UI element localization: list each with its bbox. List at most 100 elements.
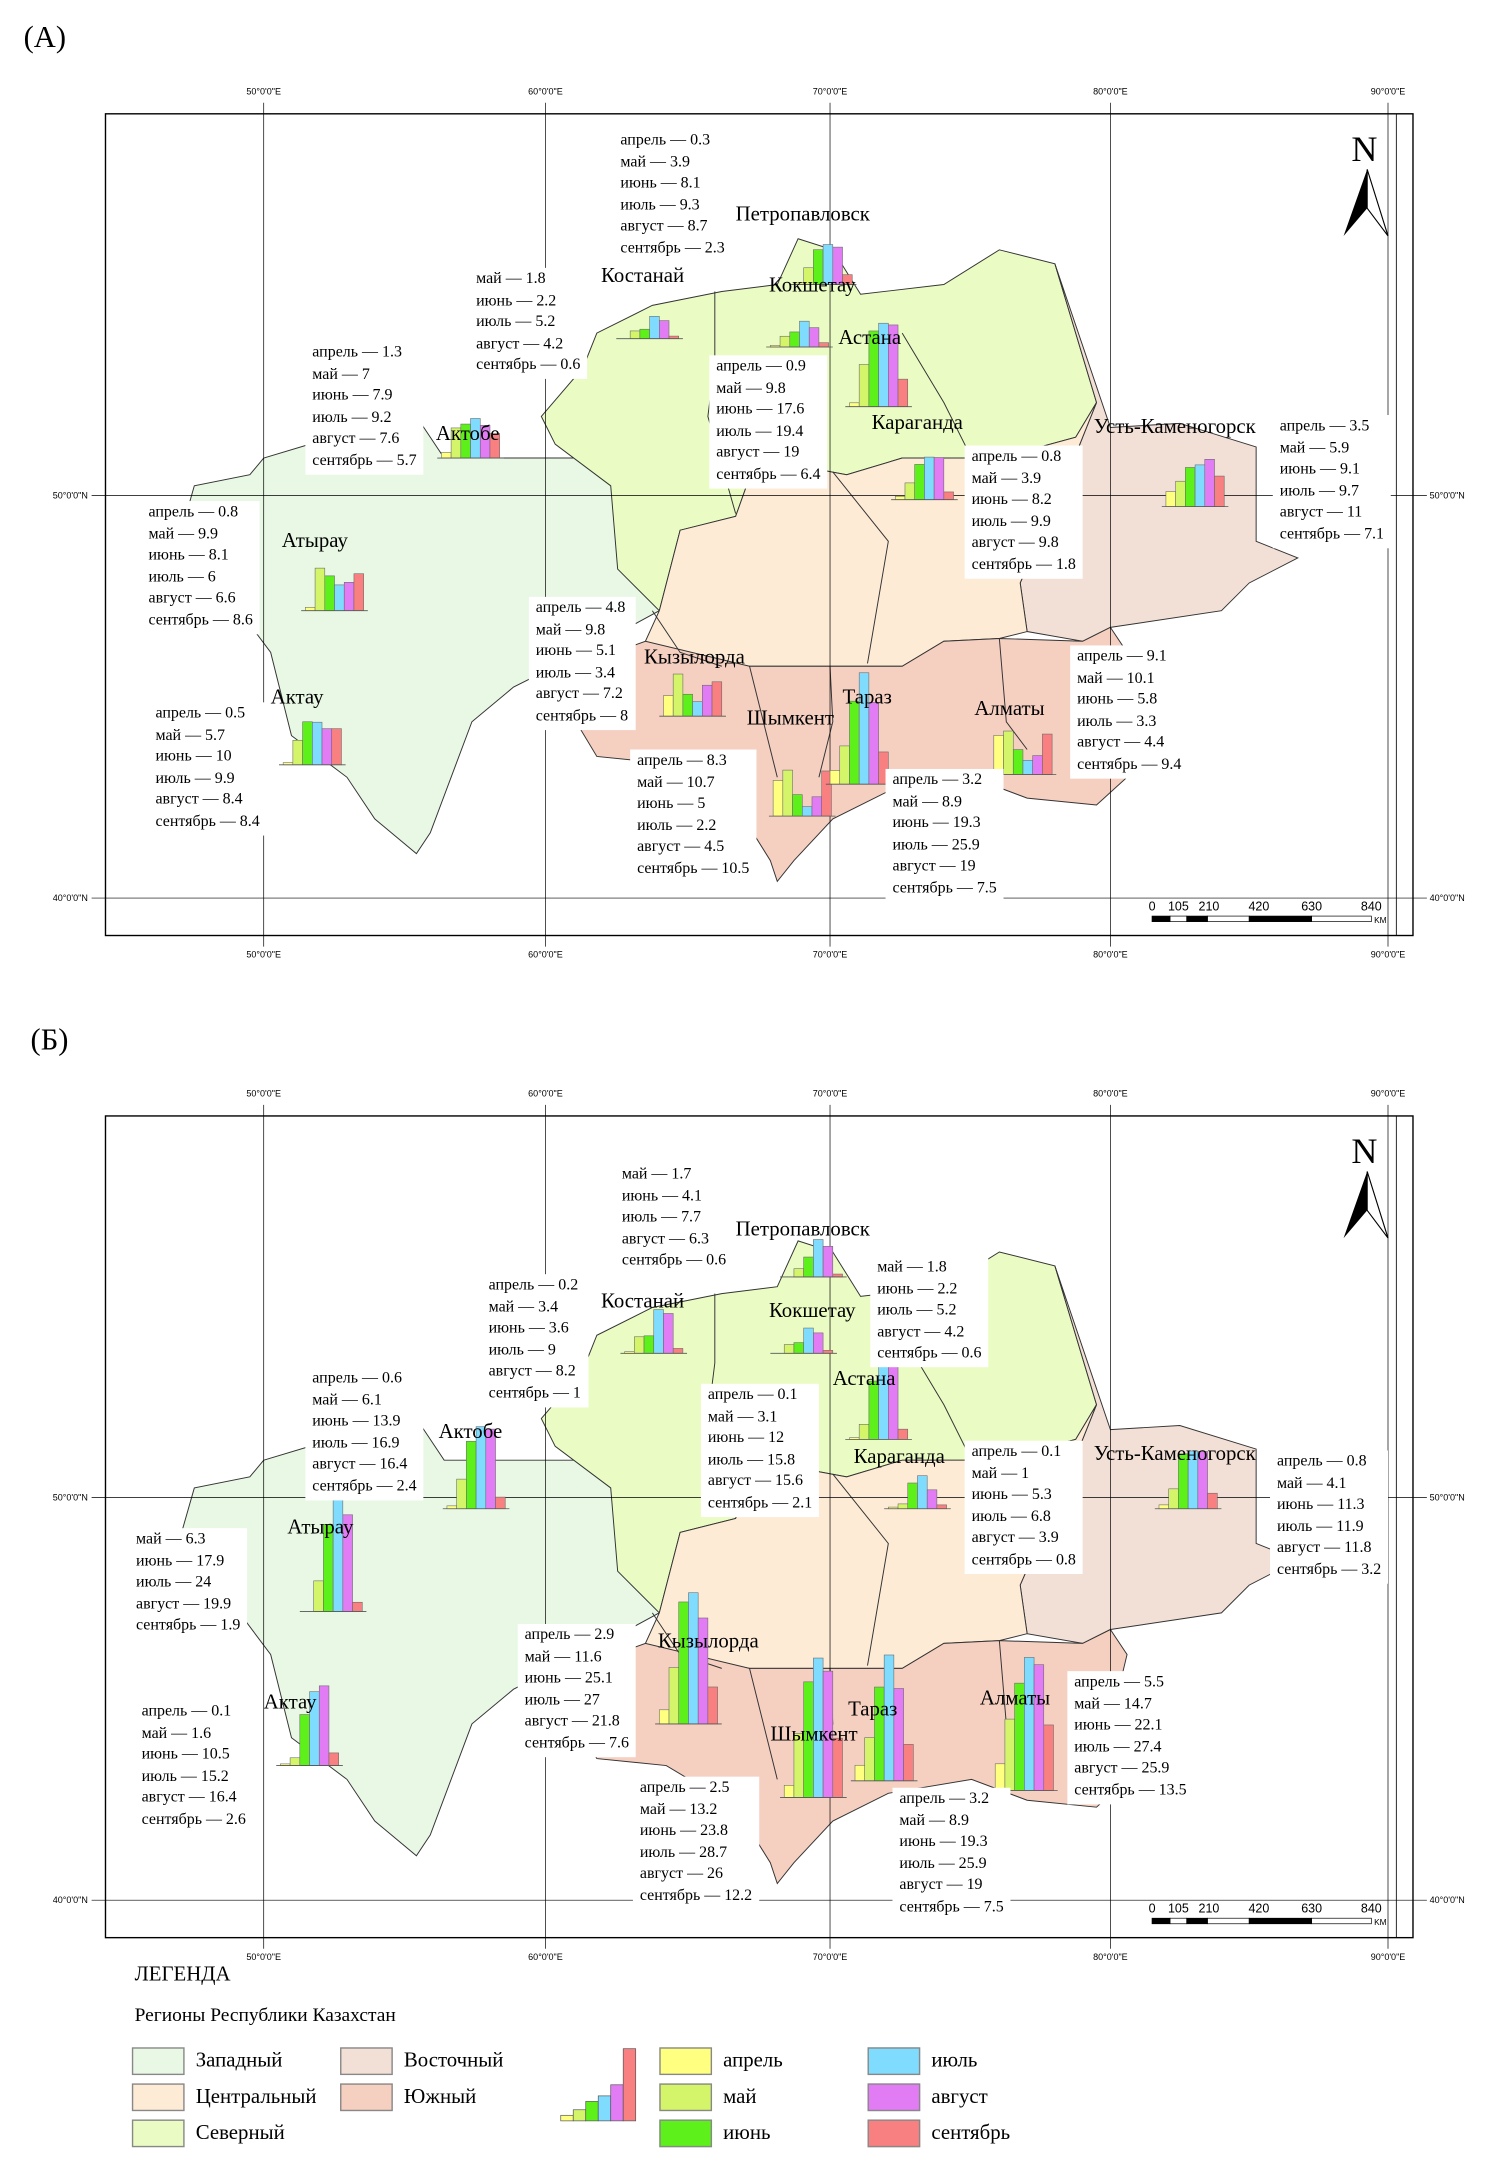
- chart-bar-апрель: [854, 1764, 866, 1782]
- value-line: июнь — 9.1: [1279, 461, 1360, 478]
- chart-bar-август: [811, 796, 822, 817]
- value-line: август — 8.2: [488, 1363, 576, 1381]
- lat-label: 50°0'0"N: [53, 490, 88, 500]
- value-line: август — 19: [892, 858, 976, 875]
- chart-bar-апрель: [663, 695, 674, 717]
- chart-bar-май: [289, 1757, 301, 1766]
- value-line: май — 14.7: [1074, 1695, 1152, 1713]
- value-line: июль — 25.9: [892, 836, 980, 854]
- chart-bar-сентябрь: [353, 573, 364, 611]
- city-name: Астана: [838, 327, 902, 350]
- chart-bar-апрель: [659, 1709, 670, 1725]
- scale-bar-label: 105: [1168, 1902, 1189, 1916]
- legend-label: Южный: [403, 2085, 477, 2108]
- lon-label: 80°0'0"E: [1093, 950, 1128, 960]
- value-line: май — 7: [312, 365, 370, 383]
- legend-month-5: сентябрь: [867, 2119, 1010, 2148]
- legend-swatch: [131, 2119, 185, 2148]
- chart-bar-май: [313, 1580, 324, 1612]
- chart-bar-август: [1204, 459, 1215, 507]
- value-line: июль — 9.3: [620, 196, 700, 214]
- values-box: апрель — 0.3 май — 3.9 июнь — 8.1 июль — 9.…: [613, 129, 732, 262]
- chart-bar-сентябрь: [711, 681, 723, 717]
- value-line: июнь — 10: [155, 748, 232, 766]
- value-line: июль — 28.7: [639, 1844, 728, 1862]
- values-box: апрель — 0.1 май — 1.6 июнь — 10.5 июль — 1…: [134, 1700, 253, 1833]
- city-name: Костанай: [601, 265, 685, 288]
- chart-bar-май: [782, 769, 793, 817]
- lon-label: 60°0'0"E: [528, 1952, 563, 1962]
- value-line: сентябрь — 9.4: [1077, 756, 1182, 774]
- chart-bar-сентябрь: [897, 378, 909, 407]
- value-line: август — 19.9: [136, 1595, 232, 1613]
- lon-label: 90°0'0"E: [1371, 1089, 1406, 1099]
- legend-label: июнь: [723, 2121, 771, 2144]
- value-line: май — 1.8: [877, 1258, 947, 1276]
- values-box: май — 1.8 июнь — 2.2 июль — 5.2 август — 4.…: [469, 267, 588, 379]
- legend-sample-bar: [560, 2114, 574, 2122]
- legend-label: Западный: [195, 2049, 283, 2072]
- value-line: август — 8.4: [155, 791, 243, 809]
- scale-bar-segment: [1207, 1917, 1250, 1925]
- value-line: май — 1.8: [476, 270, 546, 288]
- values-box: апрель — 0.2 май — 3.4 июнь — 3.6 июль — 9 а…: [481, 1274, 588, 1407]
- lat-label: 50°0'0"N: [53, 1492, 88, 1502]
- value-line: апрель — 2.9: [524, 1626, 615, 1644]
- chart-bar-июнь: [789, 331, 800, 348]
- chart-bar-июнь: [299, 1714, 310, 1766]
- city-name: Костанай: [601, 1290, 685, 1314]
- value-line: июль — 15.2: [141, 1768, 229, 1785]
- legend-sample-bar: [597, 2095, 612, 2122]
- legend-label: Северный: [195, 2121, 285, 2144]
- chart-bar-июль: [803, 1327, 814, 1354]
- value-line: сентябрь — 0.6: [476, 357, 581, 374]
- value-line: сентябрь — 2.3: [620, 240, 725, 257]
- region-boundary: [749, 1668, 778, 1780]
- value-line: июнь — 10.5: [141, 1746, 230, 1764]
- value-line: июнь — 13.9: [312, 1413, 401, 1430]
- city-name: Тараз: [848, 1698, 898, 1722]
- value-line: май — 5.9: [1279, 439, 1350, 457]
- city-name: Караганда: [871, 412, 963, 435]
- value-line: май — 9.8: [535, 621, 606, 638]
- values-box: апрель — 8.3 май — 10.7 июнь — 5 июль — 2.2…: [630, 749, 757, 883]
- scale-bar-label: 105: [1168, 900, 1189, 914]
- chart-bar-май: [672, 673, 684, 717]
- value-line: июль — 9.7: [1279, 482, 1359, 500]
- value-line: июнь — 12: [707, 1429, 785, 1447]
- values-box: май — 1.7 июнь — 4.1 июль — 7.7 август — 6.…: [614, 1163, 734, 1275]
- chart-bar-август: [1033, 1664, 1045, 1791]
- value-line: июль — 6.8: [971, 1508, 1051, 1526]
- value-line: август — 3.9: [971, 1530, 1059, 1547]
- value-line: сентябрь — 1.9: [136, 1617, 241, 1635]
- city-name: Шымкент: [746, 707, 834, 731]
- value-line: июль — 5.2: [877, 1302, 957, 1319]
- chart-bar-сентябрь: [707, 1686, 718, 1725]
- chart-bar-июль: [312, 721, 323, 766]
- legend-month-2: июнь: [659, 2119, 771, 2148]
- lon-label: 90°0'0"E: [1371, 950, 1406, 960]
- lon-label: 50°0'0"E: [246, 1089, 281, 1099]
- chart-bar-сентябрь: [903, 1744, 914, 1782]
- value-line: август — 26: [639, 1865, 723, 1883]
- value-line: июнь — 8.2: [971, 491, 1052, 509]
- chart-bar-июнь: [643, 1335, 655, 1354]
- legend-swatch: [659, 2047, 713, 2076]
- lat-label: 50°0'0"N: [1430, 490, 1465, 500]
- value-line: сентябрь — 7.6: [524, 1734, 629, 1752]
- legend-region-2: Северный: [131, 2119, 285, 2148]
- value-line: сентябрь — 7.5: [899, 1898, 1004, 1916]
- chart-bar-май: [858, 364, 870, 407]
- chart-bar-май: [634, 1336, 645, 1354]
- chart-bar-июнь: [907, 1482, 918, 1510]
- lon-label: 70°0'0"E: [813, 950, 848, 960]
- north-arrow-icon: [1343, 1171, 1368, 1239]
- legend-label: апрель: [723, 2049, 783, 2072]
- region-boundary: [998, 638, 1028, 750]
- north-label: N: [1351, 129, 1377, 169]
- value-line: август — 15.6: [707, 1473, 803, 1490]
- value-line: июнь — 5: [637, 795, 706, 813]
- chart-bar-май: [629, 330, 641, 339]
- chart-bar-август: [813, 1332, 824, 1354]
- value-line: июнь — 3.6: [488, 1320, 569, 1337]
